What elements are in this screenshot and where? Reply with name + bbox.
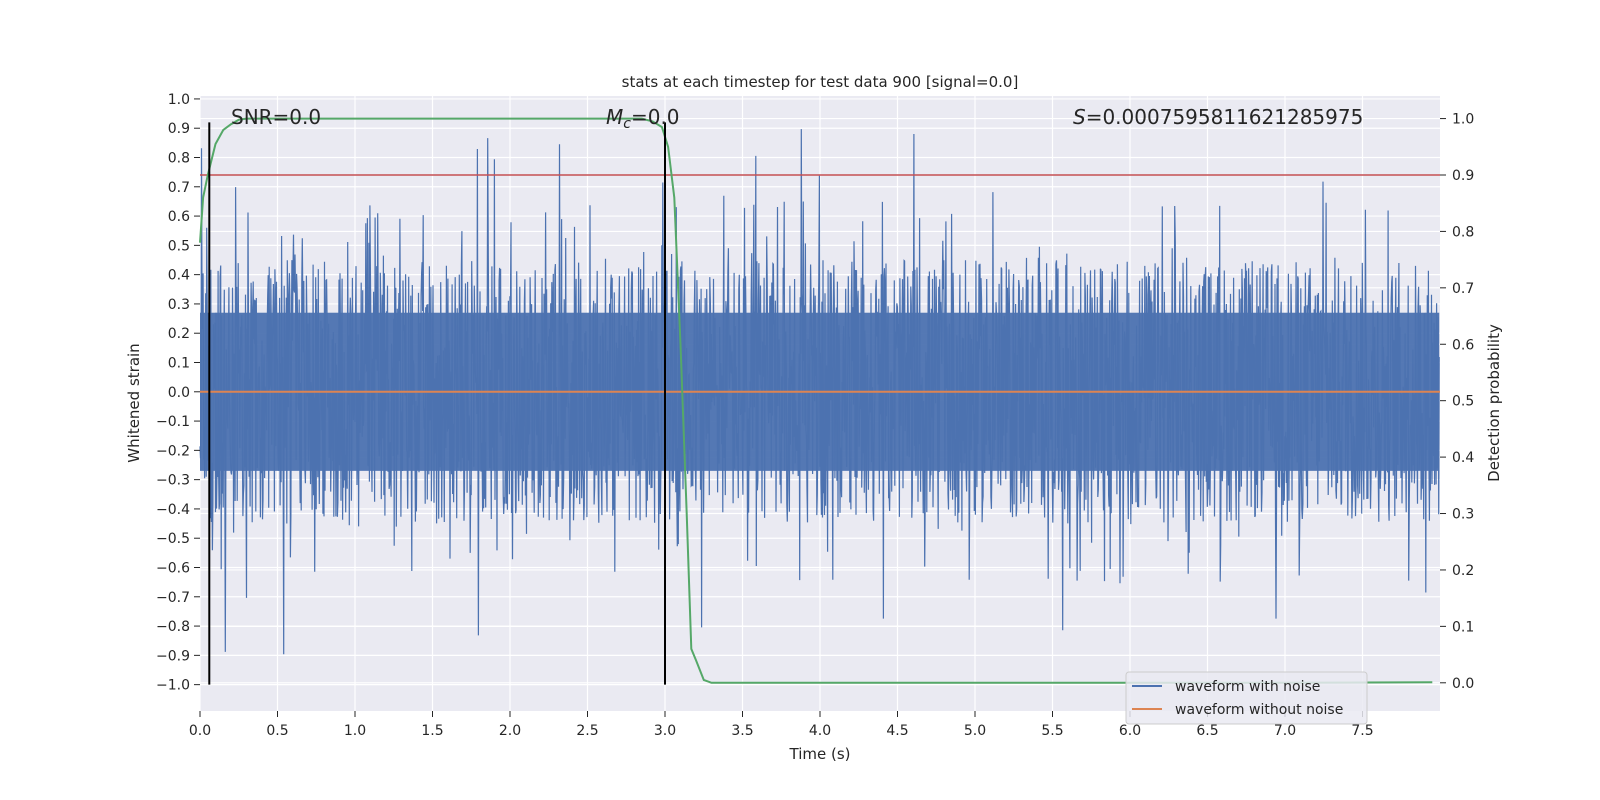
y-left-tick-label: 0.1	[168, 356, 190, 372]
x-tick-label: 0.5	[266, 723, 288, 739]
x-tick-label: 1.5	[421, 723, 443, 739]
x-tick-label: 7.5	[1351, 723, 1373, 739]
y-left-tick-label: −0.4	[156, 502, 190, 518]
y-right-tick-label: 0.3	[1452, 507, 1474, 523]
legend-label-noise: waveform with noise	[1175, 679, 1320, 695]
y-left-tick-label: 0.0	[168, 385, 190, 401]
x-tick-label: 4.5	[886, 723, 908, 739]
x-tick-label: 4.0	[809, 723, 831, 739]
vertical-markers	[208, 122, 666, 685]
series-detection-probability	[199, 117, 1433, 684]
y-left-ticks: 1.0 0.9 0.8 0.7 0.6 0.5 0.4 0.3 0.2 0.1 0.0 −0.1 −0.…	[156, 92, 200, 694]
y-right-tick-label: 0.9	[1452, 168, 1474, 184]
legend-box	[1125, 671, 1368, 725]
x-tick-label: 5.0	[964, 723, 986, 739]
x-tick-label: 3.0	[654, 723, 676, 739]
chart-title: stats at each timestep for test data 900…	[622, 73, 1019, 91]
y-left-tick-label: −0.9	[156, 648, 190, 664]
legend: waveform with noise waveform without noi…	[1125, 671, 1368, 725]
y-left-axis-label: Whitened strain	[125, 343, 143, 462]
y-left-tick-label: 0.3	[168, 297, 190, 313]
legend-label-clean: waveform without noise	[1175, 702, 1343, 718]
y-left-tick-label: 0.5	[168, 238, 190, 254]
x-tick-label: 2.0	[499, 723, 521, 739]
mc-annotation: Mc=0.0	[606, 105, 680, 132]
y-left-tick-label: 0.4	[168, 268, 190, 284]
y-left-tick-label: 0.8	[168, 151, 190, 167]
y-left-tick-label: −0.2	[156, 443, 190, 459]
y-left-tick-label: −0.5	[156, 531, 190, 547]
y-right-tick-label: 0.8	[1452, 224, 1474, 240]
y-left-tick-label: −0.8	[156, 619, 190, 635]
x-tick-label: 6.5	[1196, 723, 1218, 739]
y-left-tick-label: 0.6	[168, 209, 190, 225]
y-left-tick-label: 0.2	[168, 326, 190, 342]
x-tick-label: 1.0	[344, 723, 366, 739]
y-right-tick-label: 0.6	[1452, 337, 1474, 353]
y-left-tick-label: 1.0	[168, 92, 190, 108]
y-right-tick-label: 0.1	[1452, 619, 1474, 635]
y-left-tick-label: 0.7	[168, 180, 190, 196]
y-right-tick-label: 0.2	[1452, 563, 1474, 579]
y-right-tick-label: 0.7	[1452, 281, 1474, 297]
y-right-tick-label: 1.0	[1452, 112, 1474, 128]
y-right-tick-label: 0.5	[1452, 394, 1474, 410]
x-tick-label: 2.5	[576, 723, 598, 739]
s-annotation: S=0.0007595811621285975	[1073, 105, 1363, 129]
x-tick-label: 0.0	[189, 723, 211, 739]
y-right-tick-label: 0.4	[1452, 450, 1474, 466]
y-left-tick-label: −0.3	[156, 473, 190, 489]
x-tick-label: 6.0	[1119, 723, 1141, 739]
x-tick-label: 5.5	[1041, 723, 1063, 739]
y-right-axis-label: Detection probability	[1485, 324, 1503, 482]
x-tick-label: 7.0	[1274, 723, 1296, 739]
y-left-tick-label: 0.9	[168, 121, 190, 137]
y-right-ticks: 1.0 0.9 0.8 0.7 0.6 0.5 0.4 0.3 0.2 0.1 0.0	[1440, 112, 1474, 692]
y-left-tick-label: −0.7	[156, 590, 190, 606]
y-right-tick-label: 0.0	[1452, 676, 1474, 692]
x-axis-label: Time (s)	[789, 745, 851, 763]
y-left-tick-label: −1.0	[156, 678, 190, 694]
y-left-tick-label: −0.6	[156, 561, 190, 577]
snr-annotation: SNR=0.0	[231, 105, 321, 129]
x-tick-label: 3.5	[731, 723, 753, 739]
x-ticks: 0.0 0.5 1.0 1.5 2.0 2.5 3.0 3.5 4.0 4.5 5.0 5.5 6.0 6…	[189, 711, 1374, 739]
y-left-tick-label: −0.1	[156, 414, 190, 430]
